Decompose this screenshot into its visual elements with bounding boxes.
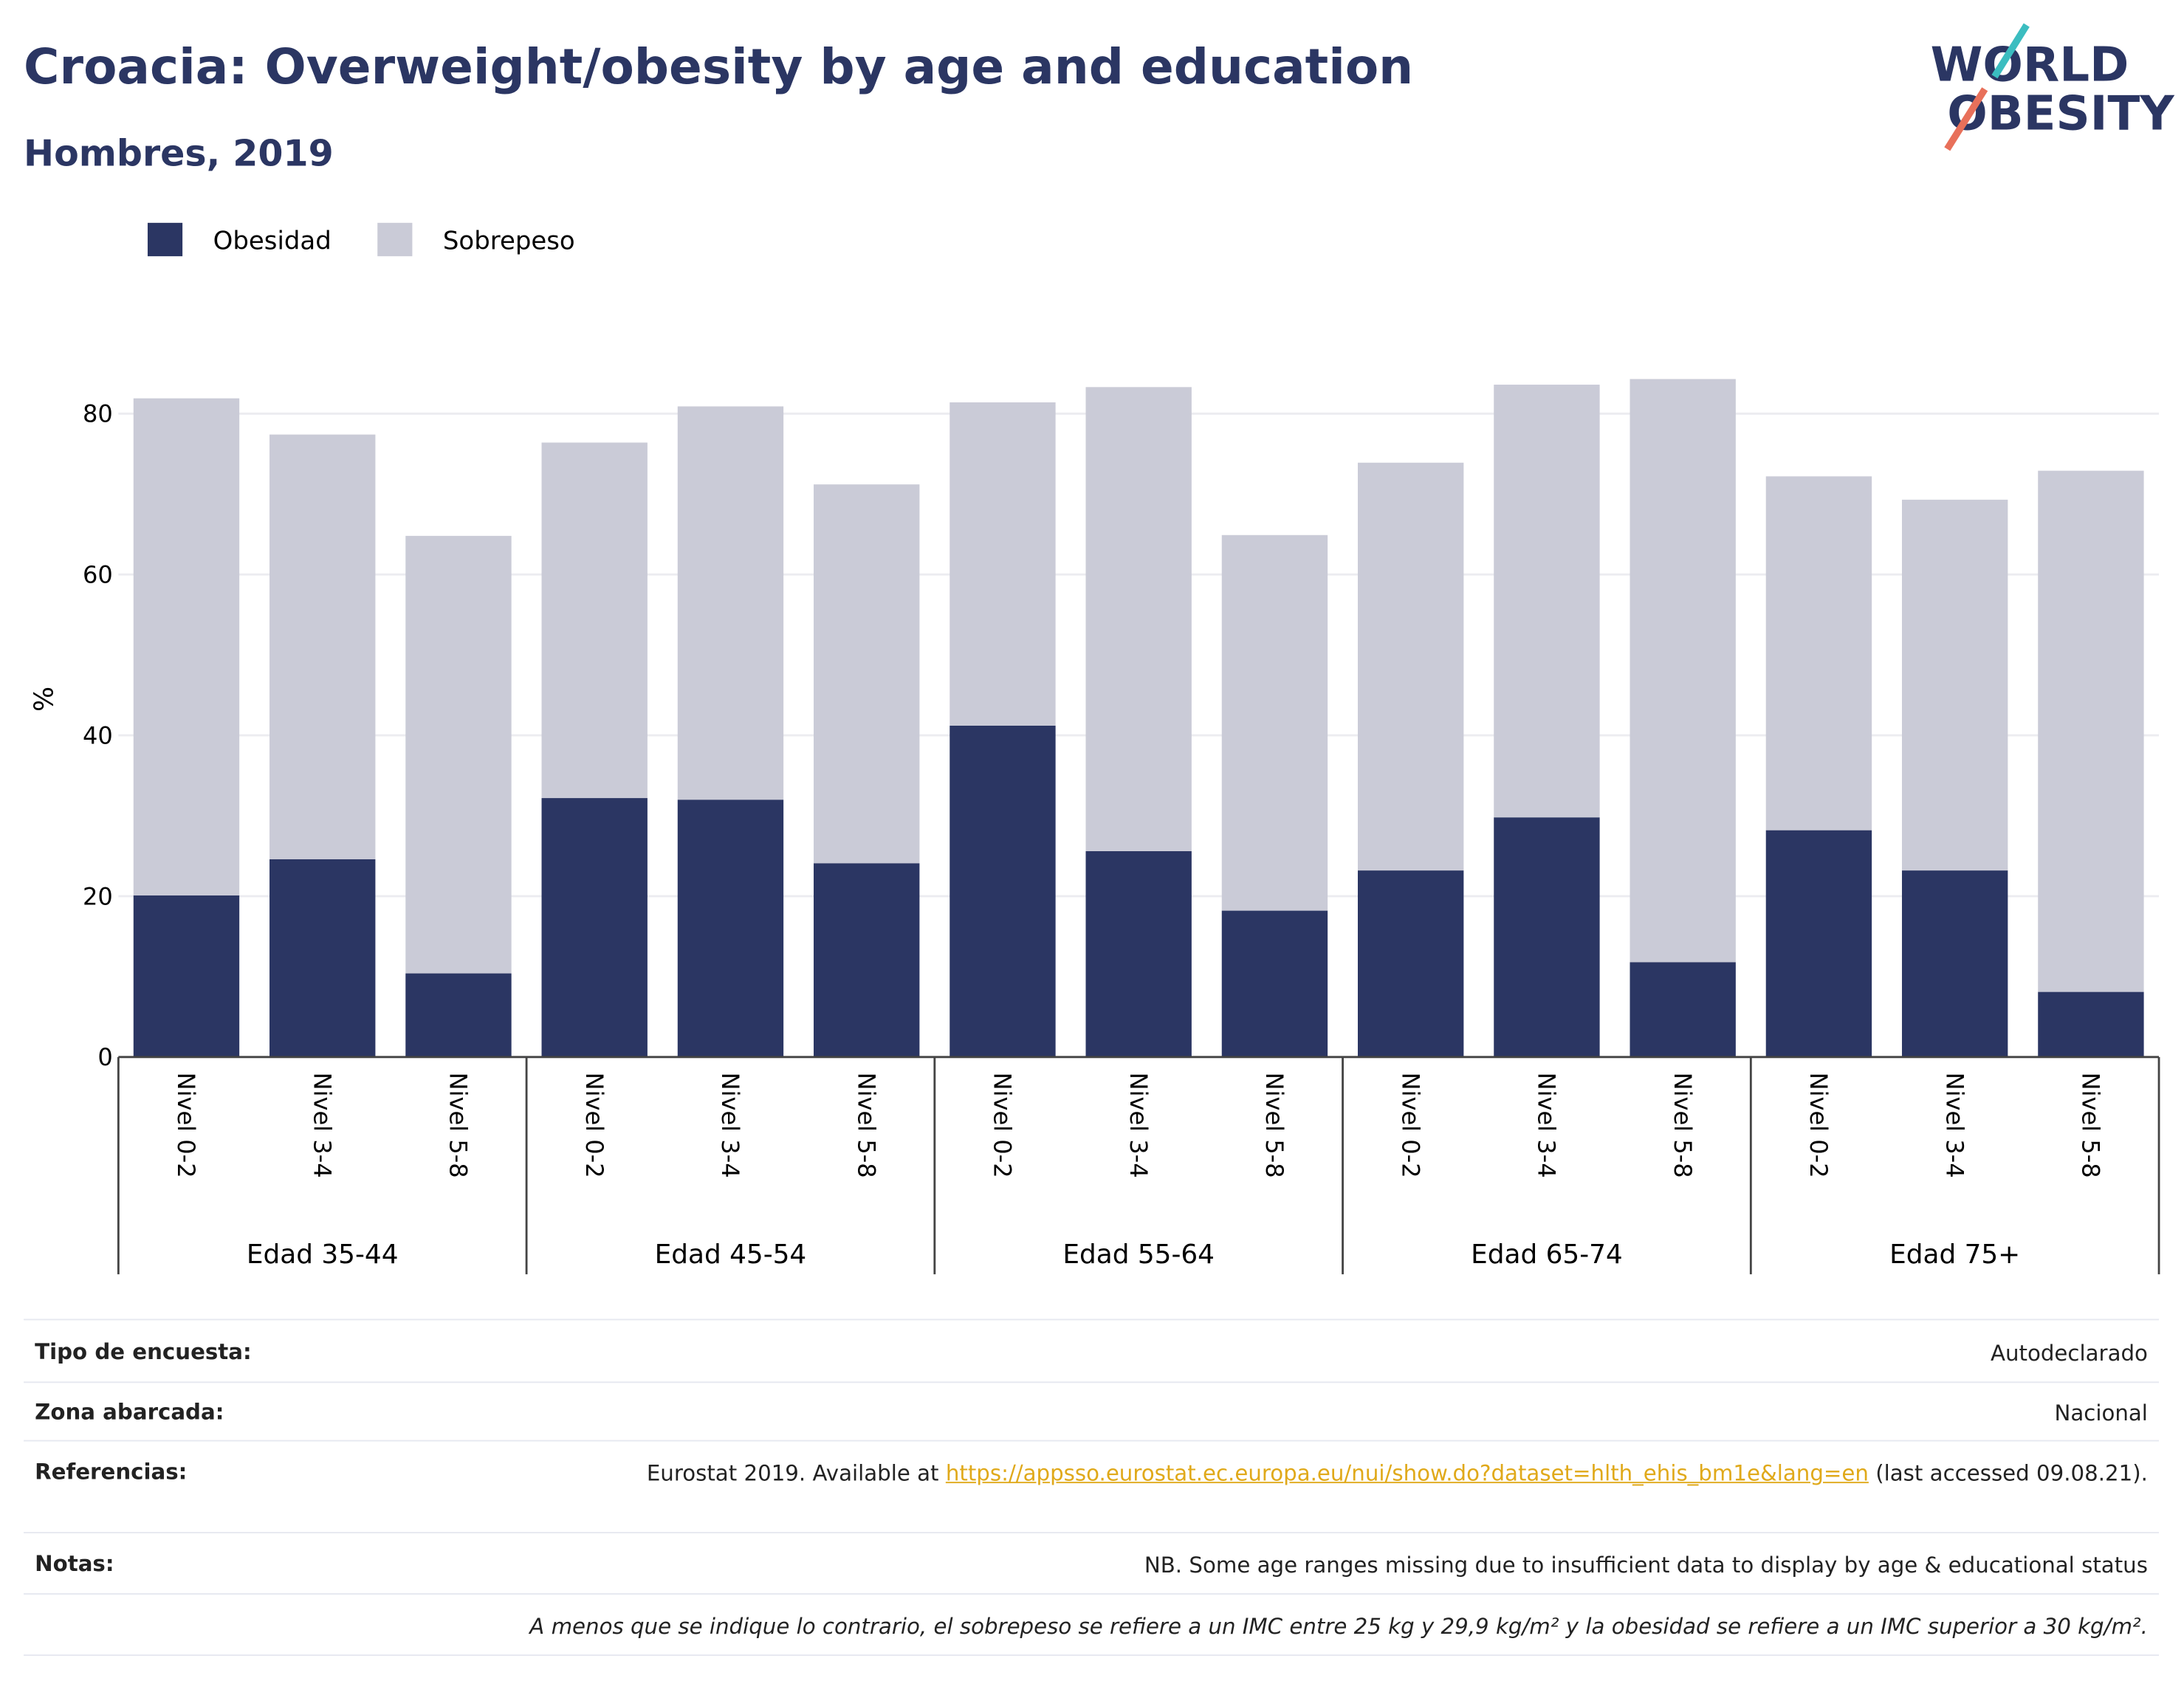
footer-value: Eurostat 2019. Available at https://apps… bbox=[647, 1460, 2148, 1489]
footer-label: Notas: bbox=[35, 1551, 114, 1577]
x-tick-label: Nivel 0-2 bbox=[172, 1073, 200, 1178]
bar-segment bbox=[133, 398, 240, 895]
chart-title: Croacia: Overweight/obesity by age and e… bbox=[24, 38, 1413, 95]
bar-segment bbox=[1630, 379, 1736, 963]
x-tick-label: Nivel 0-2 bbox=[989, 1073, 1017, 1178]
group-label: Edad 65-74 bbox=[1471, 1240, 1623, 1270]
logo-text: WORLD bbox=[1931, 37, 2129, 92]
bar-segment bbox=[2038, 991, 2144, 1057]
group-label: Edad 55-64 bbox=[1062, 1240, 1215, 1270]
bar-segment bbox=[269, 859, 376, 1057]
footer-value: Nacional bbox=[2054, 1400, 2148, 1426]
x-tick-label: Nivel 3-4 bbox=[1124, 1073, 1153, 1178]
bar-segment bbox=[405, 973, 512, 1057]
x-tick-label: Nivel 5-8 bbox=[1260, 1073, 1288, 1178]
x-tick-label: Nivel 5-8 bbox=[444, 1073, 473, 1178]
bar-segment bbox=[1494, 817, 1600, 1057]
y-tick-label: 20 bbox=[83, 882, 113, 910]
bar-segment bbox=[1221, 910, 1328, 1057]
footer-row: Referencias: Eurostat 2019. Available at … bbox=[24, 1440, 2160, 1534]
legend-swatch bbox=[147, 222, 183, 257]
x-tick-label: Nivel 0-2 bbox=[1396, 1073, 1424, 1178]
logo-slash bbox=[1991, 23, 2030, 79]
group-label: Edad 45-54 bbox=[655, 1240, 807, 1270]
logo-text: OBESITY bbox=[1947, 86, 2175, 141]
group-label: Edad 35-44 bbox=[247, 1240, 399, 1270]
y-tick-label: 40 bbox=[83, 721, 113, 749]
bar-segment bbox=[814, 863, 920, 1057]
chart-subtitle: Hombres, 2019 bbox=[24, 131, 334, 174]
footer-row: Tipo de encuesta: Autodeclarado bbox=[24, 1318, 2160, 1383]
bar-segment bbox=[405, 535, 512, 974]
x-tick-label: Nivel 5-8 bbox=[1669, 1073, 1697, 1178]
bar-segment bbox=[1765, 476, 1872, 831]
bar-segment bbox=[541, 798, 648, 1057]
legend-swatch bbox=[377, 222, 413, 257]
x-tick-label: Nivel 3-4 bbox=[308, 1073, 336, 1178]
x-tick-label: Nivel 3-4 bbox=[1533, 1073, 1561, 1178]
x-tick-label: Nivel 0-2 bbox=[1804, 1073, 1833, 1178]
bar-segment bbox=[1221, 534, 1328, 911]
bar-segment bbox=[1494, 385, 1600, 818]
bar-segment bbox=[1085, 387, 1192, 851]
bar-segment bbox=[269, 434, 376, 859]
reference-text: (last accessed 09.08.21). bbox=[1868, 1460, 2148, 1486]
y-tick-label: 60 bbox=[83, 560, 113, 588]
legend-label: Sobrepeso bbox=[443, 227, 575, 256]
bar-segment bbox=[814, 484, 920, 864]
y-tick-label: 0 bbox=[97, 1043, 112, 1071]
bar-segment bbox=[1901, 870, 2008, 1057]
footer-value: NB. Some age ranges missing due to insuf… bbox=[1144, 1553, 2148, 1578]
bar-segment bbox=[1901, 499, 2008, 871]
bar-segment bbox=[677, 406, 784, 800]
footer-row: A menos que se indique lo contrario, el … bbox=[24, 1593, 2160, 1657]
x-tick-label: Nivel 5-8 bbox=[852, 1073, 880, 1178]
bar-segment bbox=[1085, 850, 1192, 1057]
x-tick-label: Nivel 3-4 bbox=[716, 1073, 744, 1178]
bar-segment bbox=[1358, 870, 1464, 1057]
y-tick-label: 80 bbox=[83, 400, 113, 428]
bar-segment bbox=[2038, 470, 2144, 992]
footer-label: Tipo de encuesta: bbox=[35, 1339, 252, 1365]
bar-segment bbox=[541, 442, 648, 799]
bar-segment bbox=[950, 725, 1056, 1057]
bar-segment bbox=[950, 402, 1056, 726]
bar-segment bbox=[1358, 462, 1464, 871]
footer-value: Autodeclarado bbox=[1990, 1341, 2148, 1366]
bar-segment bbox=[133, 895, 240, 1057]
bar-segment bbox=[1765, 830, 1872, 1057]
bar-segment bbox=[677, 800, 784, 1057]
footer-label: Zona abarcada: bbox=[35, 1399, 224, 1425]
x-tick-label: Nivel 5-8 bbox=[2077, 1073, 2105, 1178]
reference-link[interactable]: https://appsso.eurostat.ec.europa.eu/nui… bbox=[945, 1460, 1869, 1486]
chart: Croacia: Overweight/obesity by age and e… bbox=[24, 23, 2175, 1275]
group-label: Edad 75+ bbox=[1889, 1240, 2020, 1270]
x-tick-label: Nivel 0-2 bbox=[580, 1073, 608, 1178]
y-axis-label: % bbox=[30, 687, 60, 712]
footer-row: Zona abarcada: Nacional bbox=[24, 1381, 2160, 1442]
legend-label: Obesidad bbox=[213, 227, 332, 256]
footer-row: Notas: NB. Some age ranges missing due to… bbox=[24, 1532, 2160, 1595]
footer-label: Referencias: bbox=[35, 1460, 188, 1485]
bar-segment bbox=[1630, 962, 1736, 1057]
logo-slash bbox=[1944, 87, 1988, 151]
x-tick-label: Nivel 3-4 bbox=[1940, 1073, 1968, 1178]
reference-text: Eurostat 2019. Available at bbox=[646, 1460, 946, 1486]
footer-note: A menos que se indique lo contrario, el … bbox=[529, 1614, 2148, 1640]
